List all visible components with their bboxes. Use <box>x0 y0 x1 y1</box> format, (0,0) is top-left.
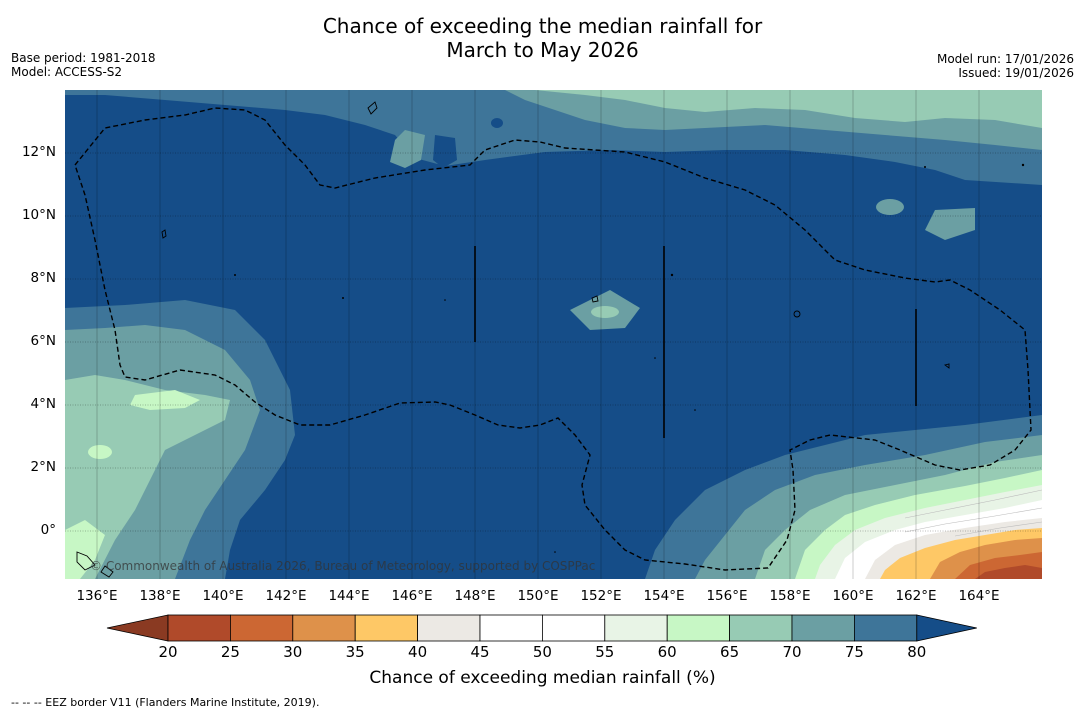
meta-left: Base period: 1981-2018 Model: ACCESS-S2 <box>11 51 156 79</box>
lat-label-8n: 8°N <box>30 270 56 286</box>
copyright-text: © Commonwealth of Australia 2026, Bureau… <box>90 559 596 573</box>
colorbar-cell <box>417 614 481 642</box>
map-svg <box>65 90 1042 579</box>
base-period: Base period: 1981-2018 <box>11 51 156 65</box>
lat-label-0: 0° <box>40 522 56 538</box>
map-title: Chance of exceeding the median rainfall … <box>0 14 1085 62</box>
title-line-1: Chance of exceeding the median rainfall … <box>322 14 763 38</box>
graticule <box>65 152 1042 532</box>
colorbar-tick-label: 30 <box>283 643 303 661</box>
contour-west-65 <box>65 375 230 579</box>
patch-east-2 <box>925 208 975 240</box>
model-run: Model run: 17/01/2026 <box>936 52 1074 66</box>
colorbar-cell <box>791 614 855 642</box>
colorbar-cell <box>292 614 356 642</box>
lat-label-2n: 2°N <box>30 459 56 475</box>
contour-se-25 <box>975 565 1042 579</box>
colorbar-cell <box>541 614 606 642</box>
colorbar-cell <box>230 614 294 642</box>
small-dots <box>234 163 1025 553</box>
lon-label-136e: 136°E <box>76 588 118 604</box>
colorbar-tick-label: 65 <box>720 643 740 661</box>
meta-right: Model run: 17/01/2026 Issued: 19/01/2026 <box>937 52 1074 80</box>
model-name: Model: ACCESS-S2 <box>11 65 123 79</box>
patch-north-3 <box>491 118 503 128</box>
colorbar-tick-label: 60 <box>657 643 677 661</box>
lon-label-154e: 154°E <box>643 588 685 604</box>
colorbar-cell <box>854 614 918 642</box>
colorbar-tick-label: 70 <box>782 643 802 661</box>
colorbar-tick-label: 40 <box>408 643 428 661</box>
lat-label-10n: 10°N <box>21 207 56 223</box>
se-contour-lines <box>904 489 1042 537</box>
lat-label-6n: 6°N <box>30 333 56 349</box>
colorbar-extend-low <box>106 614 169 642</box>
colorbar <box>106 614 977 642</box>
lon-label-148e: 148°E <box>454 588 496 604</box>
lon-label-146e: 146°E <box>391 588 433 604</box>
lon-label-158e: 158°E <box>769 588 811 604</box>
patch-north-1 <box>390 130 425 168</box>
colorbar-tick-label: 75 <box>844 643 864 661</box>
colorbar-tick-label: 50 <box>532 643 552 661</box>
colorbar-extend-high <box>916 614 977 642</box>
lon-label-152e: 152°E <box>580 588 622 604</box>
issued-date: Issued: 19/01/2026 <box>958 66 1074 80</box>
colorbar-tick-label: 80 <box>907 643 927 661</box>
colorbar-tick-label: 25 <box>220 643 240 661</box>
colorbar-tick-label: 20 <box>158 643 178 661</box>
contour-west-60 <box>130 390 200 410</box>
colorbar-cell <box>729 614 793 642</box>
lon-label-144e: 144°E <box>328 588 370 604</box>
colorbar-cell <box>167 614 231 642</box>
lon-label-150e: 150°E <box>517 588 559 604</box>
contour-north-65 <box>535 90 1042 128</box>
eez-border <box>74 107 1032 571</box>
colorbar-label: Chance of exceeding median rainfall (%) <box>369 668 716 688</box>
colorbar-cell <box>604 614 668 642</box>
colorbar-cell <box>666 614 731 642</box>
lat-label-12n: 12°N <box>21 144 56 160</box>
rainfall-map <box>65 90 1042 579</box>
patch-west-1 <box>88 445 112 459</box>
colorbar-tick-label: 45 <box>470 643 490 661</box>
lon-label-138e: 138°E <box>139 588 181 604</box>
colorbar-cell <box>479 614 543 642</box>
lon-label-140e: 140°E <box>202 588 244 604</box>
lon-label-164e: 164°E <box>958 588 1000 604</box>
lat-label-4n: 4°N <box>30 396 56 412</box>
colorbar-tick-label: 35 <box>345 643 365 661</box>
lon-label-160e: 160°E <box>832 588 874 604</box>
patch-east-1 <box>876 199 904 215</box>
colorbar-cells <box>106 614 977 642</box>
meridians <box>96 90 980 579</box>
colorbar-cell <box>354 614 418 642</box>
colorbar-tick-label: 55 <box>595 643 615 661</box>
lon-label-142e: 142°E <box>265 588 307 604</box>
lon-label-156e: 156°E <box>706 588 748 604</box>
islands <box>76 101 950 578</box>
patch-north-2 <box>433 135 457 168</box>
patch-center-2 <box>591 306 619 318</box>
lon-label-162e: 162°E <box>895 588 937 604</box>
footer-note: -- -- -- EEZ border V11 (Flanders Marine… <box>11 696 320 709</box>
title-line-2: March to May 2026 <box>446 38 639 62</box>
contour-west-60b <box>65 520 105 579</box>
